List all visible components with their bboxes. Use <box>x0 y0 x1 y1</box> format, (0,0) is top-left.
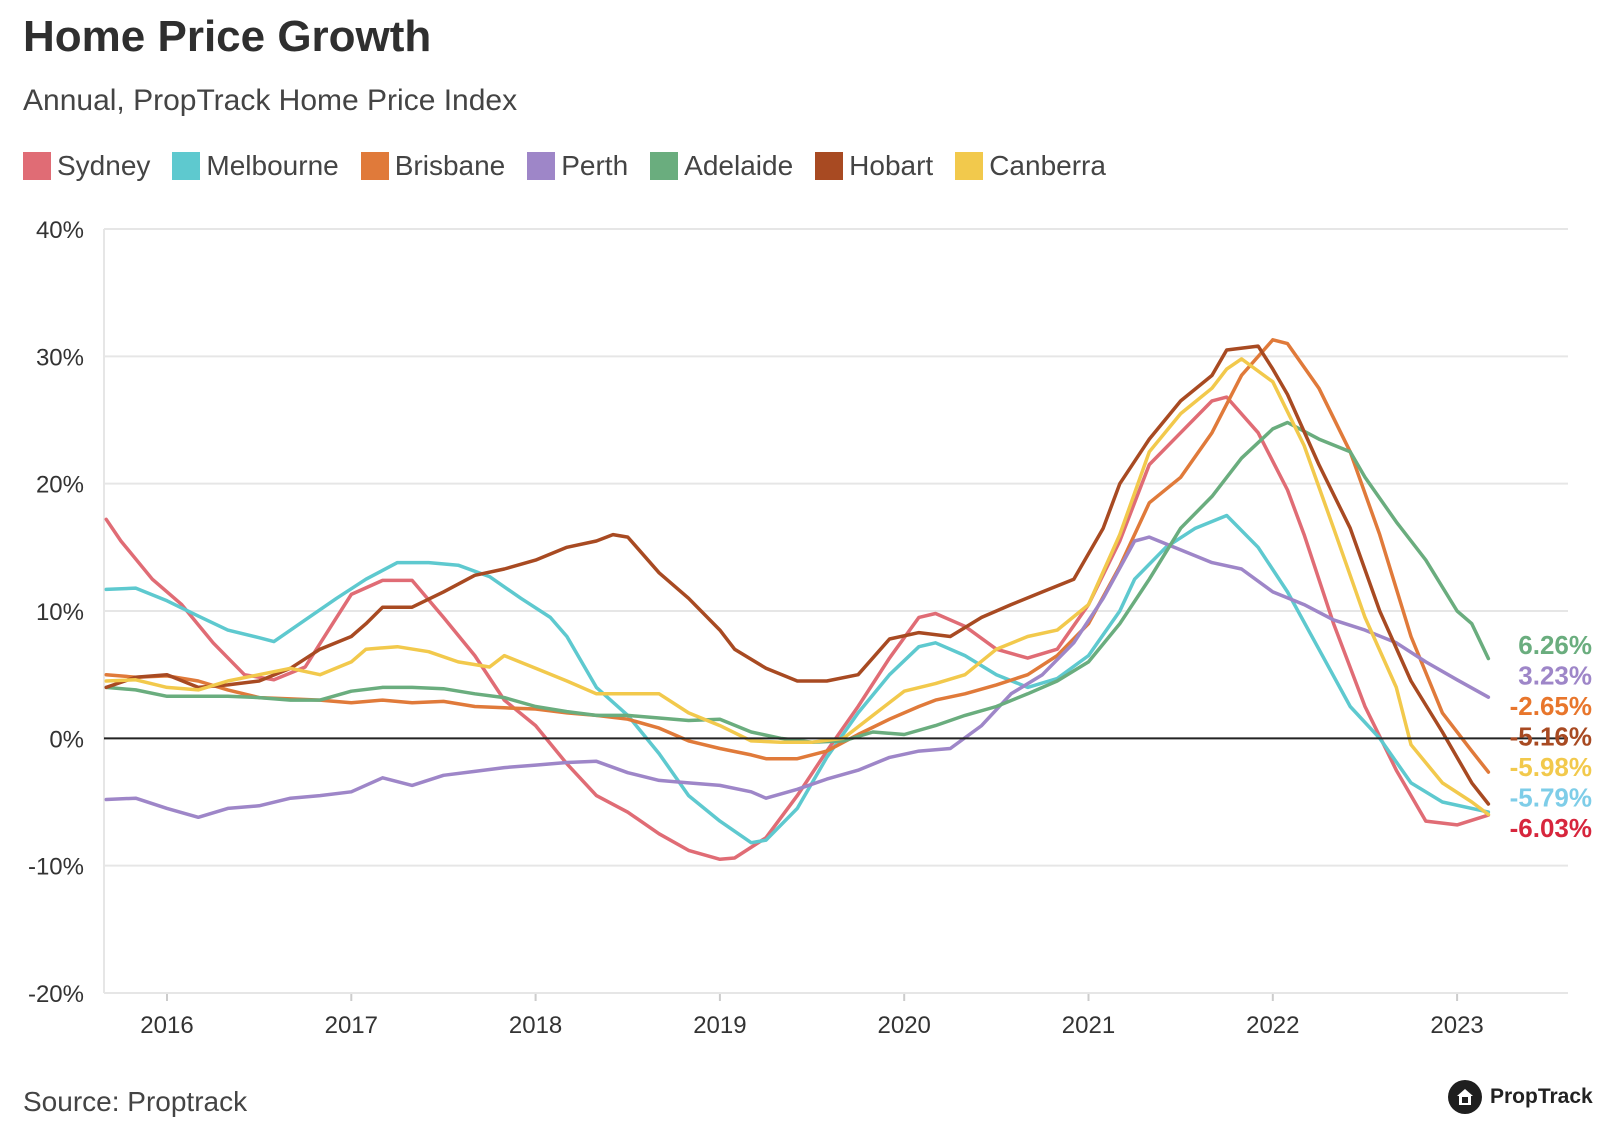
y-tick-label: -10% <box>28 854 84 881</box>
logo-text: PropTrack <box>1490 1085 1593 1108</box>
end-label-brisbane: -2.65% <box>1510 691 1592 721</box>
y-tick-label: 40% <box>36 217 84 244</box>
legend-swatch-brisbane <box>360 152 389 180</box>
legend-item-brisbane[interactable]: Brisbane <box>360 150 506 182</box>
end-label-canberra: -5.98% <box>1510 752 1592 782</box>
y-tick-label: 20% <box>36 472 84 499</box>
end-label-hobart: -5.16% <box>1510 722 1592 752</box>
legend-swatch-sydney <box>23 152 51 180</box>
legend-label-sydney: Sydney <box>57 150 151 181</box>
legend-item-sydney[interactable]: Sydney <box>23 150 150 182</box>
legend-label-perth: Perth <box>561 150 629 181</box>
end-label-adelaide: 6.26% <box>1518 630 1592 660</box>
x-tick-label: 2019 <box>693 1012 746 1039</box>
x-tick-label: 2018 <box>509 1012 562 1039</box>
legend-swatch-canberra <box>955 152 984 180</box>
legend-label-adelaide: Adelaide <box>684 150 794 181</box>
legend-swatch-perth <box>527 152 556 180</box>
legend-item-hobart[interactable]: Hobart <box>815 150 933 182</box>
x-tick-label: 2021 <box>1062 1012 1115 1039</box>
legend: Sydney Melbourne Brisbane Perth Adelaide… <box>23 150 1128 182</box>
y-tick-label: 0% <box>49 726 84 753</box>
legend-label-melbourne: Melbourne <box>206 150 339 181</box>
legend-item-melbourne[interactable]: Melbourne <box>172 150 339 182</box>
series-line-melbourne <box>104 513 1491 845</box>
y-tick-label: 30% <box>36 344 84 371</box>
x-tick-label: 2022 <box>1246 1012 1299 1039</box>
proptrack-logo: PropTrack <box>1448 1080 1593 1114</box>
x-tick-label: 2020 <box>878 1012 931 1039</box>
legend-swatch-melbourne <box>172 152 201 180</box>
legend-item-adelaide[interactable]: Adelaide <box>650 150 793 182</box>
end-label-melbourne: -5.79% <box>1510 783 1592 813</box>
series-line-sydney <box>104 395 1491 862</box>
legend-swatch-adelaide <box>650 152 679 180</box>
end-label-sydney: -6.03% <box>1510 813 1592 843</box>
legend-label-brisbane: Brisbane <box>394 150 506 181</box>
source-note: Source: Proptrack <box>23 1086 248 1117</box>
legend-label-hobart: Hobart <box>849 150 934 181</box>
y-tick-label: -20% <box>28 981 84 1008</box>
end-label-perth: 3.23% <box>1518 661 1592 691</box>
series-line-canberra <box>104 357 1491 817</box>
house-icon <box>1448 1080 1482 1114</box>
legend-swatch-hobart <box>815 152 844 180</box>
series-line-hobart <box>104 344 1491 806</box>
legend-item-perth[interactable]: Perth <box>527 150 628 182</box>
chart-title: Home Price Growth <box>23 12 432 61</box>
legend-item-canberra[interactable]: Canberra <box>955 150 1106 182</box>
x-tick-label: 2017 <box>325 1012 378 1039</box>
chart-subtitle: Annual, PropTrack Home Price Index <box>23 84 518 117</box>
series-line-perth <box>104 535 1491 820</box>
x-tick-label: 2016 <box>140 1012 193 1039</box>
legend-label-canberra: Canberra <box>989 150 1106 181</box>
y-tick-label: 10% <box>36 599 84 626</box>
x-tick-label: 2023 <box>1430 1012 1483 1039</box>
series-line-brisbane <box>104 338 1491 774</box>
